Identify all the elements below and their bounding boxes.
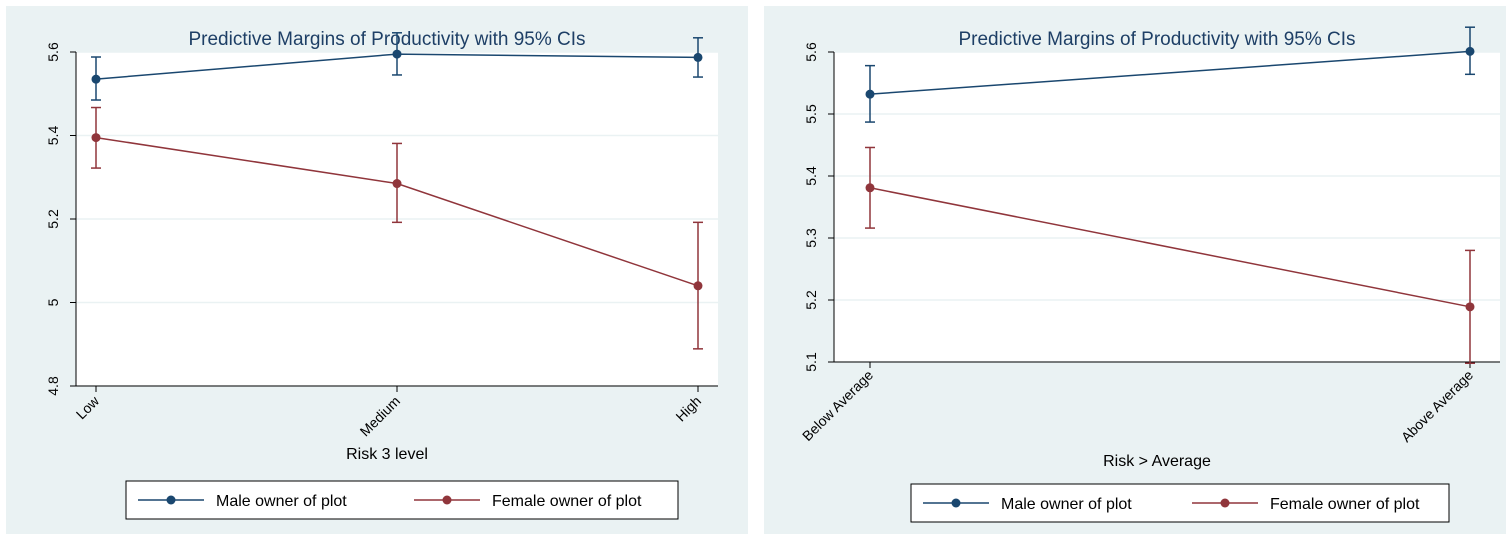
y-tick-label: 5.5 [803, 104, 819, 124]
y-tick-label: 5.3 [803, 228, 819, 248]
x-axis-title: Risk 3 level [346, 446, 428, 463]
data-point [392, 179, 402, 189]
y-tick-label: 5.6 [45, 42, 61, 62]
data-point [1465, 302, 1475, 312]
x-tick-label: Above Average [1398, 367, 1476, 445]
x-tick-label: Medium [357, 393, 404, 440]
x-tick-label: High [672, 393, 704, 425]
y-tick-label: 5.4 [45, 126, 61, 146]
y-tick-label: 5.1 [803, 352, 819, 372]
legend: Male owner of plot Female owner of plot [125, 480, 679, 520]
legend-label: Male owner of plot [1001, 496, 1132, 513]
data-point [693, 52, 703, 62]
x-tick-label: Below Average [799, 367, 876, 444]
legend: Male owner of plot Female owner of plot [910, 483, 1450, 523]
chart-title: Predictive Margins of Productivity with … [958, 29, 1355, 50]
chart-panel-left: Predictive Margins of Productivity with … [6, 6, 748, 534]
y-tick-label: 5.2 [803, 290, 819, 310]
data-point [91, 133, 101, 143]
chart-panel-right: Predictive Margins of Productivity with … [764, 6, 1506, 534]
y-tick-label: 4.8 [45, 376, 61, 396]
plot-area [834, 52, 1500, 362]
legend-swatch-marker [166, 495, 176, 505]
legend-swatch-marker [951, 498, 961, 508]
legend-box [910, 483, 1450, 523]
data-point [1465, 46, 1475, 56]
legend-label: Female owner of plot [1270, 496, 1420, 513]
legend-swatch-marker [442, 495, 452, 505]
series-line [869, 50, 1471, 95]
y-tick-label: 5.6 [803, 42, 819, 62]
y-tick-label: 5.4 [803, 166, 819, 186]
y-tick-label: 5.2 [45, 209, 61, 229]
data-point [865, 183, 875, 193]
legend-swatch-marker [1220, 498, 1230, 508]
x-axis-title: Risk > Average [1103, 453, 1211, 470]
x-tick-label: Low [73, 392, 103, 422]
chart-title: Predictive Margins of Productivity with … [188, 29, 585, 50]
y-tick-label: 5 [45, 298, 61, 306]
data-point [693, 281, 703, 291]
chart-left-svg: Predictive Margins of Productivity with … [45, 29, 718, 520]
legend-label: Female owner of plot [492, 493, 642, 510]
data-point [91, 74, 101, 84]
legend-label: Male owner of plot [216, 493, 347, 510]
data-point [392, 49, 402, 59]
data-point [865, 89, 875, 99]
chart-right-svg: Predictive Margins of Productivity with … [799, 26, 1500, 523]
series-line [869, 187, 1471, 308]
legend-box [125, 480, 679, 520]
